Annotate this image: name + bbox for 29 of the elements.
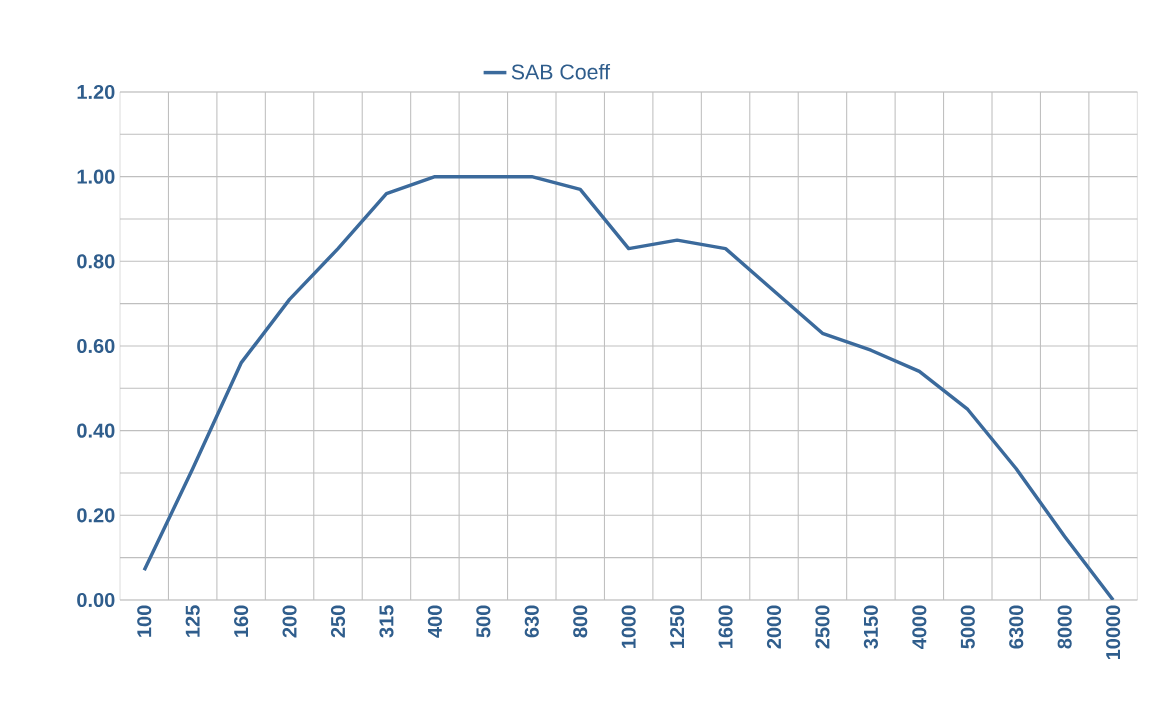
x-tick-label: 1000: [621, 605, 636, 648]
x-tick-label: 400: [427, 605, 442, 638]
y-tick-label: 0.20: [77, 508, 115, 523]
legend-label: SAB Coeff: [511, 63, 611, 80]
x-tick-label: 10000: [1106, 605, 1121, 660]
x-tick-label: 125: [185, 605, 200, 637]
y-tick-label: 1.00: [77, 169, 115, 184]
x-tick-label: 2000: [766, 605, 782, 649]
x-tick-label: 250: [330, 605, 346, 638]
x-tick-label: 500: [476, 605, 491, 638]
x-tick-label: 6300: [1009, 605, 1024, 649]
x-tick-label: 2500: [815, 605, 830, 649]
x-tick-label: 800: [573, 605, 588, 638]
x-tick-label: 160: [234, 605, 249, 637]
y-tick-label: 0.40: [77, 423, 115, 438]
x-tick-label: 100: [137, 605, 152, 637]
y-tick-label: 0.80: [77, 254, 115, 269]
y-tick-label: 0.00: [77, 592, 115, 608]
x-tick-label: 5000: [960, 605, 975, 649]
x-tick-label: 1250: [670, 605, 685, 648]
y-tick-label: 0.60: [77, 338, 115, 354]
x-tick-label: 315: [379, 605, 394, 638]
x-tick-label: 630: [524, 605, 539, 638]
x-tick-label: 3150: [863, 605, 878, 649]
y-tick-label: 1.20: [77, 84, 115, 100]
x-tick-label: 4000: [912, 605, 927, 649]
x-tick-label: 8000: [1057, 605, 1072, 649]
x-tick-label: 200: [282, 605, 297, 638]
x-tick-label: 1600: [718, 605, 733, 648]
